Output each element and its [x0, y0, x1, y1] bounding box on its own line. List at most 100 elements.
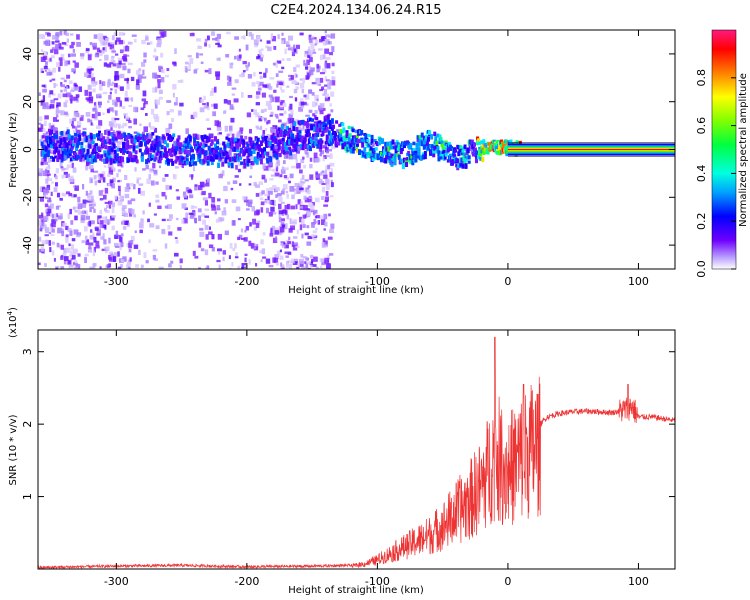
noise-speck — [330, 80, 336, 86]
noise-speck — [112, 60, 116, 63]
noise-speck — [325, 39, 330, 45]
noise-speck — [209, 90, 214, 96]
noise-speck — [267, 190, 273, 195]
signal-blob — [372, 147, 376, 153]
noise-speck — [310, 197, 313, 203]
noise-speck — [44, 196, 49, 199]
noise-speck — [55, 109, 58, 116]
noise-speck — [148, 174, 151, 180]
signal-blob — [417, 147, 421, 152]
noise-speck — [261, 174, 266, 180]
spectrogram-ytick-label: 40 — [21, 47, 34, 61]
noise-speck — [133, 214, 137, 218]
noise-speck — [130, 198, 136, 202]
signal-blob — [456, 158, 460, 163]
noise-speck — [189, 215, 195, 219]
signal-blob — [444, 152, 448, 157]
noise-speck — [45, 178, 49, 184]
signal-blob — [119, 148, 123, 154]
signal-blob — [324, 115, 328, 119]
noise-speck — [80, 203, 86, 209]
snr-ytick-label: 2 — [21, 421, 34, 428]
noise-speck — [148, 132, 152, 135]
noise-speck — [268, 85, 273, 90]
noise-speck — [204, 215, 210, 218]
noise-speck — [140, 218, 144, 224]
signal-blob — [462, 155, 466, 162]
noise-speck — [320, 36, 325, 42]
noise-speck — [310, 67, 315, 72]
noise-speck — [302, 256, 307, 259]
noise-speck — [239, 127, 244, 132]
signal-blob — [45, 136, 49, 141]
noise-speck — [235, 164, 238, 170]
signal-blob — [151, 132, 155, 136]
noise-speck — [104, 187, 109, 194]
noise-speck — [285, 121, 289, 125]
signal-blob — [221, 161, 225, 167]
noise-speck — [298, 126, 302, 130]
signal-blob — [50, 144, 54, 149]
signal-blob — [102, 139, 106, 145]
noise-speck — [90, 168, 94, 173]
noise-speck — [305, 76, 310, 80]
noise-speck — [221, 170, 225, 176]
noise-speck — [205, 234, 209, 240]
noise-speck — [52, 67, 57, 73]
noise-speck — [328, 253, 334, 256]
signal-blob — [373, 139, 377, 143]
noise-speck — [215, 71, 221, 77]
noise-speck — [91, 123, 95, 126]
signal-blob — [137, 135, 141, 141]
noise-speck — [310, 264, 313, 268]
signal-blob — [436, 146, 440, 153]
signal-blob — [176, 138, 180, 145]
noise-speck — [63, 79, 67, 83]
signal-blob — [110, 148, 114, 152]
noise-speck — [287, 117, 291, 124]
signal-blob — [177, 135, 181, 140]
noise-speck — [328, 52, 334, 56]
noise-speck — [326, 79, 330, 82]
noise-speck — [94, 226, 99, 229]
noise-speck — [314, 157, 320, 163]
noise-speck — [295, 204, 298, 210]
signal-blob — [423, 153, 427, 160]
noise-speck — [52, 228, 55, 233]
signal-blob — [162, 153, 166, 158]
noise-speck — [117, 251, 120, 257]
signal-blob — [404, 140, 408, 144]
signal-blob — [377, 142, 381, 146]
signal-blob — [140, 156, 144, 162]
colorbar-tick-label: 0.2 — [695, 212, 708, 230]
noise-speck — [38, 170, 43, 177]
signal-blob — [117, 134, 121, 140]
noise-speck — [117, 169, 122, 173]
noise-speck — [239, 54, 242, 59]
signal-blob — [220, 149, 224, 155]
noise-speck — [42, 55, 48, 60]
noise-speck — [258, 115, 261, 119]
noise-speck — [141, 98, 147, 102]
noise-speck — [212, 201, 215, 205]
signal-blob — [475, 158, 479, 164]
noise-speck — [329, 195, 334, 198]
signal-blob — [183, 160, 187, 166]
noise-speck — [263, 72, 267, 78]
noise-speck — [113, 32, 118, 36]
signal-blob — [439, 156, 443, 160]
signal-blob — [326, 119, 330, 125]
noise-speck — [172, 84, 177, 90]
signal-blob — [329, 132, 333, 139]
noise-speck — [99, 266, 102, 269]
noise-speck — [61, 230, 65, 237]
signal-blob — [310, 137, 314, 143]
signal-blob — [386, 156, 390, 161]
noise-speck — [298, 258, 304, 265]
noise-speck — [203, 95, 206, 100]
signal-blob — [143, 136, 147, 140]
noise-speck — [234, 55, 237, 60]
noise-speck — [165, 184, 169, 191]
noise-speck — [38, 122, 42, 125]
noise-speck — [216, 57, 220, 61]
